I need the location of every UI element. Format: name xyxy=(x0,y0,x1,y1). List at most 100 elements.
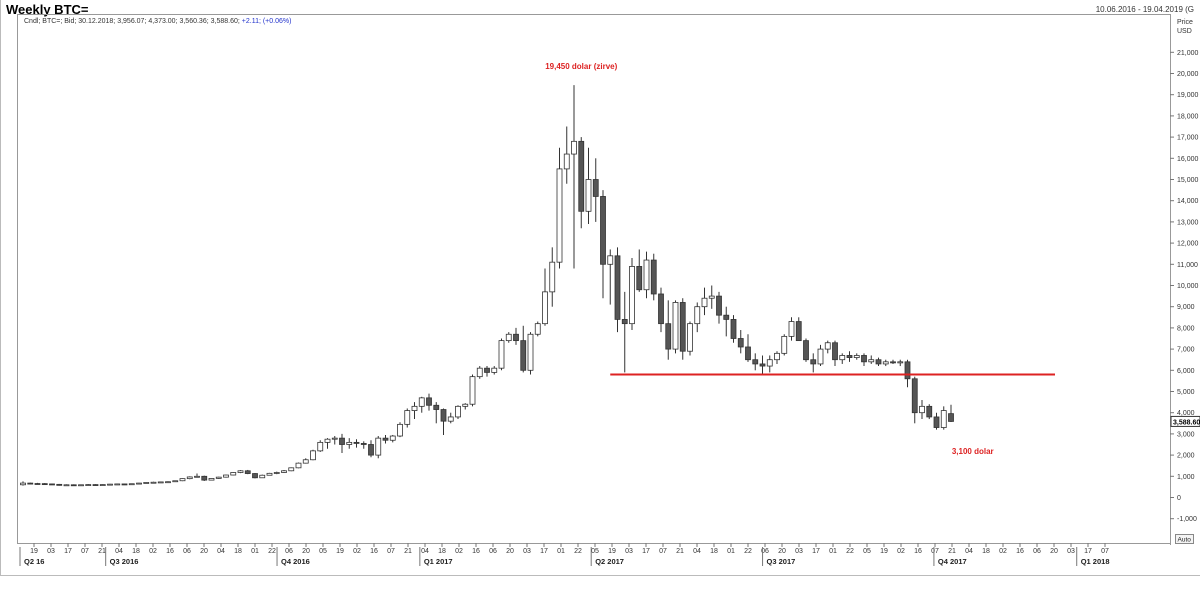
y-tick-label: 21,000 xyxy=(1177,50,1199,57)
candle-body-down xyxy=(737,338,744,348)
candle-body-up xyxy=(687,323,693,352)
y-tick-label: 10,000 xyxy=(1177,283,1199,290)
candle xyxy=(447,412,454,424)
plot-area xyxy=(17,14,1171,544)
candle xyxy=(143,482,150,484)
x-day-label: 19 xyxy=(608,548,616,555)
candle xyxy=(426,393,432,411)
candle-body-down xyxy=(614,255,621,320)
candle xyxy=(346,438,353,449)
x-day-label: 21 xyxy=(676,548,684,555)
candle-body-down xyxy=(730,319,737,339)
candle-body-up xyxy=(571,140,577,155)
candle xyxy=(875,357,882,367)
candle-body-down xyxy=(933,416,940,428)
y-tick-label: 5,000 xyxy=(1177,389,1195,396)
candle-body-up xyxy=(839,355,846,361)
candle xyxy=(85,484,92,486)
x-day-label: 07 xyxy=(659,548,667,555)
x-day-label: 05 xyxy=(863,548,871,555)
x-day-label: 05 xyxy=(319,548,327,555)
candles xyxy=(20,85,954,487)
auto-scale-button[interactable]: Auto xyxy=(1175,534,1194,544)
candle xyxy=(128,483,135,486)
y-tick-label: 12,000 xyxy=(1177,241,1199,248)
candle xyxy=(839,353,846,364)
candle-body-up xyxy=(643,259,650,291)
x-day-label: 17 xyxy=(812,548,820,555)
annotation-label: 3,100 dolar xyxy=(952,447,994,456)
candle-body-up xyxy=(324,438,331,443)
candle-body-down xyxy=(600,196,606,265)
candle xyxy=(556,147,563,269)
candle-body-up xyxy=(331,437,338,440)
candle-body-up xyxy=(85,484,92,486)
y-tick-label: 3,000 xyxy=(1177,431,1195,438)
candle xyxy=(600,190,606,299)
candle-body-up xyxy=(694,306,701,325)
candle xyxy=(491,366,498,375)
candle xyxy=(890,359,896,364)
candle xyxy=(672,300,679,354)
candle xyxy=(186,476,193,480)
candle xyxy=(237,470,244,474)
candle-body-up xyxy=(78,484,84,487)
candle-body-up xyxy=(179,478,186,482)
candle xyxy=(317,440,324,452)
candle-body-up xyxy=(157,481,164,484)
x-day-label: 03 xyxy=(47,548,55,555)
candle xyxy=(266,472,273,476)
x-day-label: 16 xyxy=(1016,548,1024,555)
y-tick-label: 15,000 xyxy=(1177,177,1199,184)
candle xyxy=(121,483,128,486)
x-day-label: 18 xyxy=(132,548,140,555)
candle xyxy=(339,433,345,453)
candle xyxy=(926,404,933,420)
price-axis-unit: USD xyxy=(1177,28,1192,35)
x-day-label: 20 xyxy=(302,548,310,555)
candle xyxy=(781,334,788,356)
x-quarter-label: Q2 2017 xyxy=(595,557,624,566)
candle xyxy=(70,484,77,487)
candle xyxy=(730,315,737,343)
x-day-label: 03 xyxy=(523,548,531,555)
candle xyxy=(708,285,715,309)
candle xyxy=(745,334,751,362)
y-tick-label: 1,000 xyxy=(1177,474,1195,481)
y-tick-label: 17,000 xyxy=(1177,135,1199,142)
candle-body-up xyxy=(114,483,121,486)
candle-body-up xyxy=(534,323,541,335)
candle-body-down xyxy=(578,140,585,212)
candle xyxy=(832,340,838,367)
candle xyxy=(498,338,505,371)
candle xyxy=(940,406,947,430)
x-day-label: 20 xyxy=(778,548,786,555)
candle-body-up xyxy=(107,483,113,486)
candle xyxy=(585,147,592,225)
x-day-label: 18 xyxy=(710,548,718,555)
candle-body-up xyxy=(230,472,237,476)
candle xyxy=(788,317,795,341)
candle xyxy=(607,249,614,305)
candle-body-up xyxy=(186,476,193,480)
candle-body-up xyxy=(143,482,150,484)
x-quarter-label: Q1 2017 xyxy=(424,557,453,566)
candle xyxy=(723,306,730,337)
x-day-label: 17 xyxy=(64,548,72,555)
candle-body-down xyxy=(426,397,432,406)
y-tick-label: 16,000 xyxy=(1177,156,1199,163)
x-day-label: 02 xyxy=(999,548,1007,555)
candle xyxy=(302,458,309,464)
candle xyxy=(20,481,26,486)
candle xyxy=(687,321,693,356)
candle-body-up xyxy=(505,333,512,342)
candle xyxy=(49,483,55,486)
candle-body-up xyxy=(288,467,295,472)
candle xyxy=(795,317,802,342)
candle xyxy=(324,438,331,449)
candle-body-up xyxy=(266,472,273,476)
candle xyxy=(882,359,889,367)
candle-body-up xyxy=(462,403,469,407)
candle-body-down xyxy=(759,363,766,367)
